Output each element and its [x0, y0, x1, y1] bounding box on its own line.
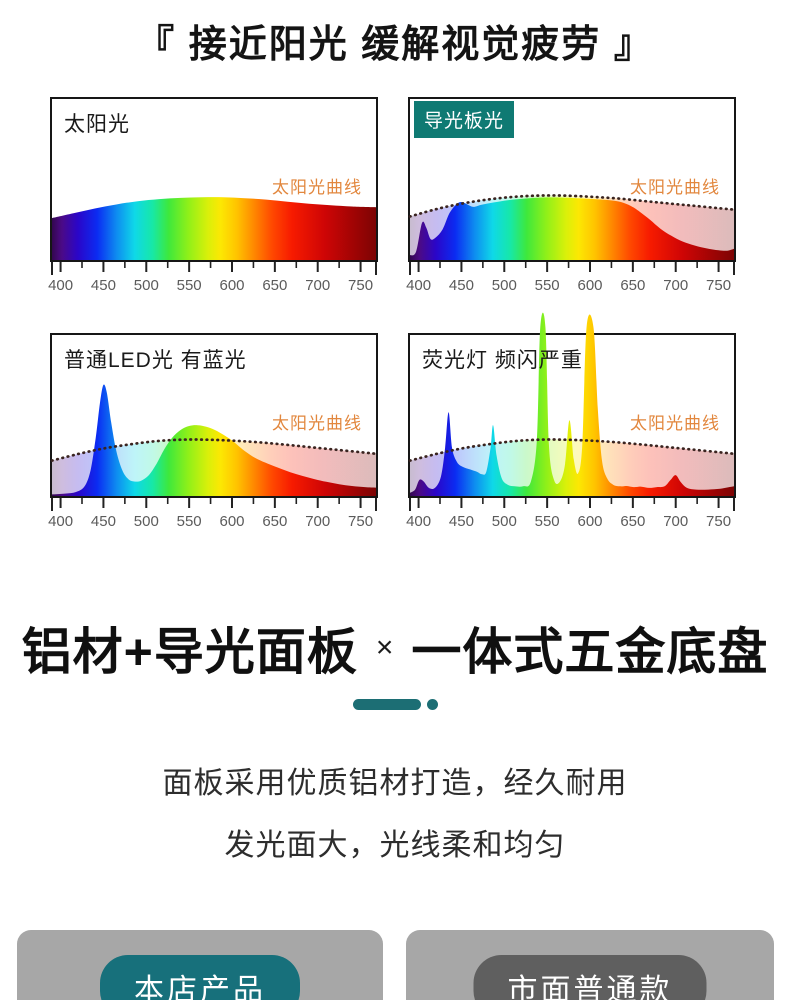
svg-text:500: 500 — [134, 277, 159, 294]
market-common-button[interactable]: 市面普通款 — [473, 955, 707, 1000]
svg-text:700: 700 — [663, 513, 688, 530]
heading-left-text: 铝材+导光面板 — [21, 624, 358, 680]
fluorescent-spectrum-chart: 400 450 500 550 600 650 700 750 — [406, 312, 736, 530]
svg-text:550: 550 — [535, 277, 560, 294]
divider-dot — [426, 699, 438, 710]
led-spectrum-chart: 400 450 500 550 600 650 700 750 — [48, 384, 378, 530]
chart-panel-fluorescent: 荧光灯 频闪严重 太阳光曲线 400 450 500 550 600 650 700 750 — [406, 312, 736, 530]
chart-panel-sunlight: 太阳光 太阳光曲线 400 450 500 550 600 650 700 750 — [48, 97, 378, 294]
svg-text:750: 750 — [348, 277, 373, 294]
our-product-card: 本店产品 — [17, 930, 383, 1000]
svg-text:450: 450 — [449, 277, 474, 294]
svg-text:450: 450 — [449, 513, 474, 530]
svg-text:700: 700 — [305, 513, 330, 530]
market-common-card: 市面普通款 — [406, 930, 774, 1000]
chart-panel-led: 普通LED光 有蓝光 太阳光曲线 400 450 500 550 600 650 700 75… — [48, 333, 378, 530]
our-product-button[interactable]: 本店产品 — [100, 955, 300, 1000]
light-guide-spectrum-chart: 400 450 500 550 600 650 700 750 — [406, 194, 736, 294]
svg-text:750: 750 — [706, 277, 731, 294]
svg-text:500: 500 — [492, 277, 517, 294]
sun-curve-label: 太阳光曲线 — [272, 414, 362, 433]
svg-text:400: 400 — [48, 513, 73, 530]
svg-text:550: 550 — [177, 277, 202, 294]
page-title: 『 接近阳光 缓解视觉疲劳 』 — [136, 24, 654, 66]
svg-text:600: 600 — [219, 277, 244, 294]
chart-title-fluorescent: 荧光灯 频闪严重 — [422, 349, 583, 372]
divider-bar — [352, 699, 421, 710]
sunlight-spectrum-chart: 400 450 500 550 600 650 700 750 — [48, 197, 377, 294]
chart-title-led: 普通LED光 有蓝光 — [64, 349, 247, 372]
svg-text:400: 400 — [48, 277, 73, 294]
sun-curve-label: 太阳光曲线 — [630, 178, 720, 197]
feature-line-1: 面板采用优质铝材打造，经久耐用 — [162, 767, 628, 800]
svg-text:750: 750 — [348, 513, 373, 530]
sun-curve-label: 太阳光曲线 — [272, 178, 362, 197]
svg-text:600: 600 — [219, 513, 244, 530]
svg-text:700: 700 — [663, 277, 688, 294]
chart-title-sunlight: 太阳光 — [64, 113, 130, 136]
svg-text:400: 400 — [406, 513, 431, 530]
svg-text:600: 600 — [577, 513, 602, 530]
svg-text:500: 500 — [492, 513, 517, 530]
heading-divider — [0, 699, 790, 710]
feature-line-2: 发光面大，光线柔和均匀 — [224, 829, 566, 862]
multiply-separator: × — [375, 631, 394, 664]
svg-text:400: 400 — [406, 277, 431, 294]
svg-text:450: 450 — [91, 513, 116, 530]
svg-text:650: 650 — [620, 513, 645, 530]
svg-text:550: 550 — [535, 513, 560, 530]
heading-right-text: 一体式五金底盘 — [411, 624, 769, 680]
sun-curve-label: 太阳光曲线 — [630, 414, 720, 433]
svg-text:700: 700 — [305, 277, 330, 294]
svg-text:650: 650 — [262, 513, 287, 530]
section-heading: 铝材+导光面板 × 一体式五金底盘 — [0, 612, 790, 684]
svg-text:650: 650 — [620, 277, 645, 294]
svg-text:450: 450 — [91, 277, 116, 294]
svg-text:750: 750 — [706, 513, 731, 530]
chart-title-light-guide-badge: 导光板光 — [414, 101, 515, 138]
svg-text:600: 600 — [577, 277, 602, 294]
svg-text:550: 550 — [177, 513, 202, 530]
svg-text:500: 500 — [134, 513, 159, 530]
svg-text:650: 650 — [262, 277, 287, 294]
chart-panel-light-guide: 导光板光 太阳光曲线 400 450 500 550 600 650 700 750 — [406, 97, 736, 294]
